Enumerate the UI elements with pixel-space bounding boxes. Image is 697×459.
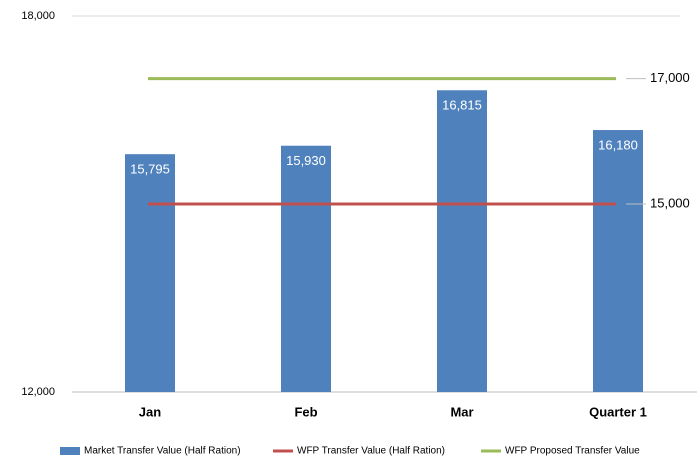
legend-label: WFP Proposed Transfer Value [505,446,640,457]
x-tick-label: Quarter 1 [589,404,647,419]
data-label: 15,000 [650,195,690,210]
x-tick-label: Jan [139,404,161,419]
data-label: 15,930 [286,153,326,168]
legend-swatch [60,447,80,455]
y-tick-label: 18,000 [21,10,55,22]
legend-label: WFP Transfer Value (Half Ration) [297,446,445,457]
bar [437,90,487,392]
data-label: 16,180 [598,137,638,152]
bar [593,130,643,392]
x-tick-label: Mar [450,404,473,419]
data-label: 16,815 [442,98,482,113]
legend-label: Market Transfer Value (Half Ration) [84,446,241,457]
bar [281,145,331,392]
data-label: 17,000 [650,70,690,85]
y-tick-label: 12,000 [21,386,55,398]
bar [125,154,175,392]
x-tick-label: Feb [294,404,317,419]
data-label: 15,795 [130,162,170,177]
